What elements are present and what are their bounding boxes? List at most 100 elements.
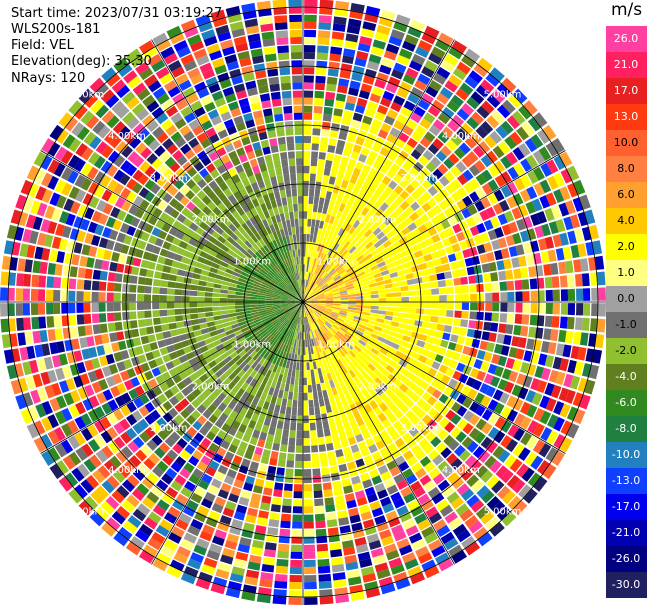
gate-cell [330, 168, 338, 178]
gate-cell [297, 331, 300, 340]
gate-cell [250, 256, 258, 264]
gate-cell [286, 321, 292, 329]
gate-cell [352, 450, 363, 461]
gate-cell [106, 164, 119, 178]
gate-cell [279, 151, 288, 160]
gate-cell [238, 277, 247, 283]
gate-cell [267, 286, 276, 291]
gate-cell [197, 302, 205, 308]
range-ring-label: 4.00km [108, 465, 146, 476]
gate-cell [151, 434, 164, 446]
gate-cell [100, 430, 113, 444]
gate-cell [481, 100, 496, 114]
gate-cell [212, 408, 223, 419]
gate-cell [292, 290, 299, 297]
gate-cell [530, 455, 544, 471]
gate-cell [509, 458, 523, 473]
gate-cell [171, 499, 185, 512]
gate-cell [398, 236, 408, 245]
gate-cell [260, 23, 274, 33]
gate-cell [348, 340, 356, 348]
gate-cell [469, 293, 478, 302]
gate-cell [441, 126, 455, 139]
gate-cell [370, 236, 380, 245]
gate-cell [175, 315, 184, 322]
gate-cell [545, 398, 558, 412]
gate-cell [203, 216, 213, 226]
gate-cell [304, 581, 317, 590]
gate-cell [343, 355, 351, 364]
gate-cell [311, 314, 317, 321]
gate-cell [319, 0, 334, 9]
azimuth-spoke [40, 150, 304, 303]
gate-cell [411, 244, 421, 253]
gate-cell [235, 358, 244, 366]
gate-cell [252, 283, 261, 288]
gate-cell [455, 463, 469, 476]
gate-cell [196, 461, 208, 473]
gate-cell [287, 312, 293, 319]
gate-cell [530, 240, 540, 253]
gate-cell [480, 79, 495, 93]
gate-cell [401, 296, 409, 302]
gate-cell [238, 440, 249, 451]
gate-cell [265, 322, 273, 329]
gate-cell [282, 308, 290, 313]
gate-cell [255, 322, 264, 329]
gate-cell [193, 81, 207, 93]
gate-cell [73, 350, 84, 362]
gate-cell [296, 339, 299, 348]
gate-cell [298, 324, 301, 333]
gate-cell [483, 351, 493, 363]
gate-cell [362, 288, 371, 293]
gate-cell [242, 482, 254, 492]
gate-cell [339, 288, 347, 293]
gate-cell [100, 88, 115, 103]
gate-cell [359, 472, 371, 482]
gate-cell [15, 288, 24, 301]
gate-cell [444, 537, 459, 551]
gate-cell [500, 185, 512, 198]
gate-cell [325, 300, 334, 302]
gate-cell [272, 278, 280, 285]
gate-cell [357, 440, 368, 451]
gate-cell [285, 406, 292, 415]
gate-cell [303, 82, 314, 91]
gate-cell [357, 271, 366, 278]
gate-cell [303, 430, 310, 439]
gate-cell [150, 170, 162, 183]
gate-cell [506, 313, 515, 324]
gate-cell [316, 292, 325, 297]
gate-cell [274, 14, 288, 24]
gate-cell [345, 283, 354, 288]
gate-cell [231, 256, 240, 264]
gate-cell [206, 549, 221, 561]
gate-cell [100, 501, 115, 516]
gate-cell [374, 208, 384, 218]
gate-cell [121, 283, 130, 293]
gate-cell [465, 96, 480, 110]
gate-cell [332, 296, 341, 299]
gate-cell [454, 343, 464, 353]
gate-cell [238, 153, 249, 164]
gate-cell [356, 203, 365, 213]
gate-cell [309, 361, 314, 370]
gate-cell [273, 321, 281, 328]
gate-cell [470, 90, 485, 105]
gate-cell [225, 416, 235, 427]
gate-cell [304, 264, 307, 272]
gate-cell [205, 311, 214, 317]
gate-cell [512, 325, 522, 336]
gate-cell [459, 142, 472, 155]
gate-cell [240, 271, 249, 278]
gate-cell [357, 153, 368, 164]
gate-cell [289, 314, 295, 321]
gate-cell [254, 172, 263, 182]
gate-cell [257, 230, 265, 239]
gate-cell [450, 133, 463, 146]
gate-cell [312, 204, 318, 213]
gate-cell [434, 240, 445, 250]
gate-cell [407, 499, 420, 511]
gate-cell [228, 336, 238, 344]
